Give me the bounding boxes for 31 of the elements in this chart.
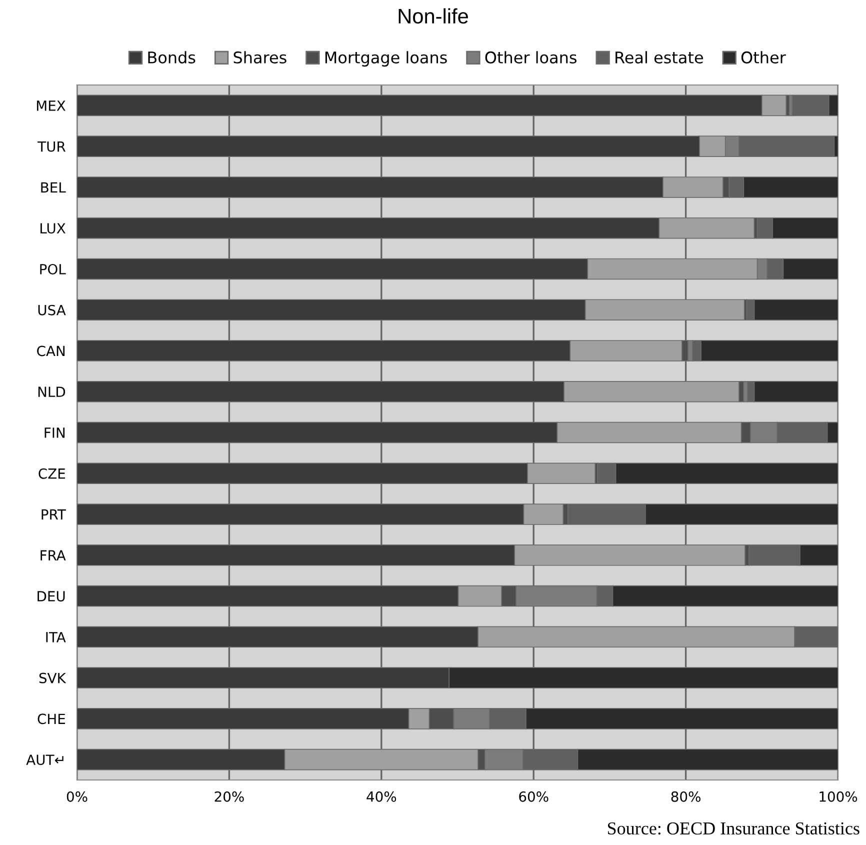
y-tick-label: FRA <box>40 550 66 560</box>
y-tick-label: BEL <box>41 182 66 192</box>
y-tick-label: POL <box>40 264 66 274</box>
chart-title: Non-life <box>398 8 468 24</box>
y-tick-label: LUX <box>40 223 66 234</box>
y-tick-label: NLD <box>38 386 66 397</box>
legend-label: Real estate <box>616 51 703 64</box>
y-tick-label: CZE <box>38 468 65 479</box>
x-tick-label: 60% <box>519 791 548 802</box>
y-tick-label: TUR <box>38 141 66 152</box>
y-tick-label: USA <box>38 304 66 316</box>
y-tick-label: CHE <box>38 714 65 724</box>
legend-label: Other loans <box>485 51 576 64</box>
y-tick-label: FIN <box>44 428 65 438</box>
x-tick-label: 40% <box>366 791 396 802</box>
legend-label: Shares <box>234 51 286 64</box>
y-tick-label: CAN <box>37 346 65 356</box>
legend-label: Other <box>741 51 786 64</box>
y-tick-label: DEU <box>38 591 65 602</box>
x-tick-label: 0% <box>66 791 88 802</box>
x-tick-label: 80% <box>671 791 700 802</box>
y-tick-label: ITA <box>46 632 66 642</box>
x-tick-label: 20% <box>214 791 244 802</box>
source-note: Source: OECD Insurance Statistics <box>608 822 860 835</box>
y-tick-label: AUT↵ <box>26 754 64 766</box>
y-tick-label: MEX <box>36 100 66 111</box>
y-tick-label: SVK <box>39 672 66 684</box>
legend-label: Bonds <box>148 51 196 64</box>
legend-label: Mortgage loans <box>325 51 447 67</box>
y-tick-label: PRT <box>42 509 66 520</box>
x-tick-label: 100% <box>820 791 858 802</box>
